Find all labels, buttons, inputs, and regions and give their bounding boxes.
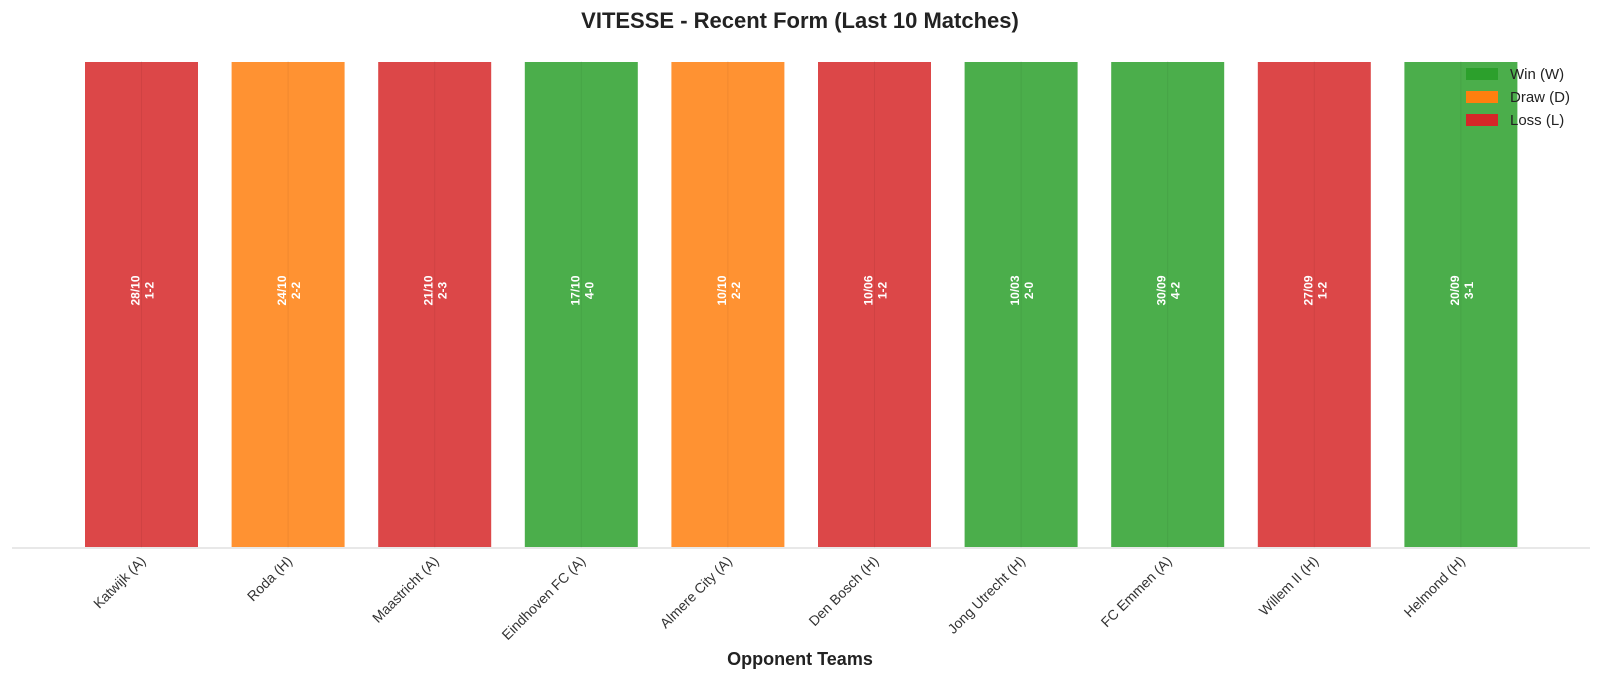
- legend-swatch-w: [1466, 68, 1498, 80]
- bar-label: 20/093-1: [1448, 275, 1476, 305]
- legend-swatch-l: [1466, 114, 1498, 126]
- x-tick-label: Maastricht (A): [369, 553, 442, 626]
- x-tick-labels: Katwijk (A) Roda (H) Maastricht (A) Eindhov…: [90, 553, 1468, 643]
- x-axis-label: Opponent Teams: [727, 649, 873, 669]
- x-tick-label: Almere City (A): [657, 553, 735, 631]
- x-tick-label: Willem II (H): [1256, 553, 1322, 619]
- bar-3: [376, 60, 494, 549]
- bar-label: 10/032-0: [1008, 275, 1036, 305]
- legend-label-l: Loss (L): [1510, 112, 1564, 129]
- bar-label-date: 21/10: [422, 275, 436, 305]
- bar-label-score: 1-2: [1315, 282, 1329, 300]
- legend-label-w: Win (W): [1510, 66, 1564, 83]
- bar-10: [1402, 60, 1520, 549]
- bar-label-date: 10/06: [862, 275, 876, 305]
- bar-label-score: 2-3: [436, 282, 450, 300]
- bar-label-score: 2-2: [729, 282, 743, 300]
- bar-label-score: 2-2: [289, 282, 303, 300]
- bar-2: [229, 60, 347, 549]
- bar-label-date: 27/09: [1301, 275, 1315, 305]
- bar-label-score: 2-0: [1022, 282, 1036, 300]
- bar-7: [962, 60, 1080, 549]
- legend-label-d: Draw (D): [1510, 89, 1570, 106]
- bar-8: [1109, 60, 1227, 549]
- bar-label: 30/094-2: [1155, 275, 1183, 305]
- bar-label: 10/061-2: [862, 275, 890, 305]
- bar-label: 10/102-2: [715, 275, 743, 305]
- bars-group: 28/101-2 24/102-2 21/102-3 17/104-0 10/102-2…: [83, 60, 1520, 549]
- bar-label: 27/091-2: [1301, 275, 1329, 305]
- bar-1: [83, 60, 200, 549]
- bar-label: 24/102-2: [275, 275, 303, 305]
- bar-label-score: 1-2: [876, 282, 890, 300]
- bar-label-score: 3-1: [1462, 282, 1476, 300]
- bar-label-date: 10/03: [1008, 275, 1022, 305]
- bar-label-score: 1-2: [143, 282, 157, 300]
- legend-swatch-d: [1466, 91, 1498, 103]
- bar-label-date: 10/10: [715, 275, 729, 305]
- legend: Win (W) Draw (D) Loss (L): [1466, 66, 1570, 129]
- bar-label: 21/102-3: [422, 275, 450, 305]
- chart-title: VITESSE - Recent Form (Last 10 Matches): [581, 8, 1019, 33]
- bar-label-date: 28/10: [129, 275, 143, 305]
- x-tick-label: FC Emmen (A): [1098, 553, 1175, 630]
- bar-label: 28/101-2: [129, 275, 157, 305]
- x-tick-label: Katwijk (A): [90, 553, 149, 612]
- bar-label-date: 17/10: [568, 275, 582, 305]
- x-tick-label: Roda (H): [244, 553, 295, 604]
- bar-9: [1255, 60, 1373, 549]
- x-tick-label: Den Bosch (H): [805, 553, 881, 629]
- bar-label-date: 30/09: [1155, 275, 1169, 305]
- bar-label-score: 4-0: [582, 282, 596, 300]
- x-tick-label: Eindhoven FC (A): [498, 553, 588, 643]
- x-tick-label: Jong Utrecht (H): [944, 553, 1028, 637]
- bar-label-score: 4-2: [1169, 282, 1183, 300]
- bar-label-date: 24/10: [275, 275, 289, 305]
- bar-6: [816, 60, 933, 549]
- bar-label-date: 20/09: [1448, 275, 1462, 305]
- bar-label: 17/104-0: [568, 275, 596, 305]
- x-tick-label: Helmond (H): [1401, 553, 1468, 620]
